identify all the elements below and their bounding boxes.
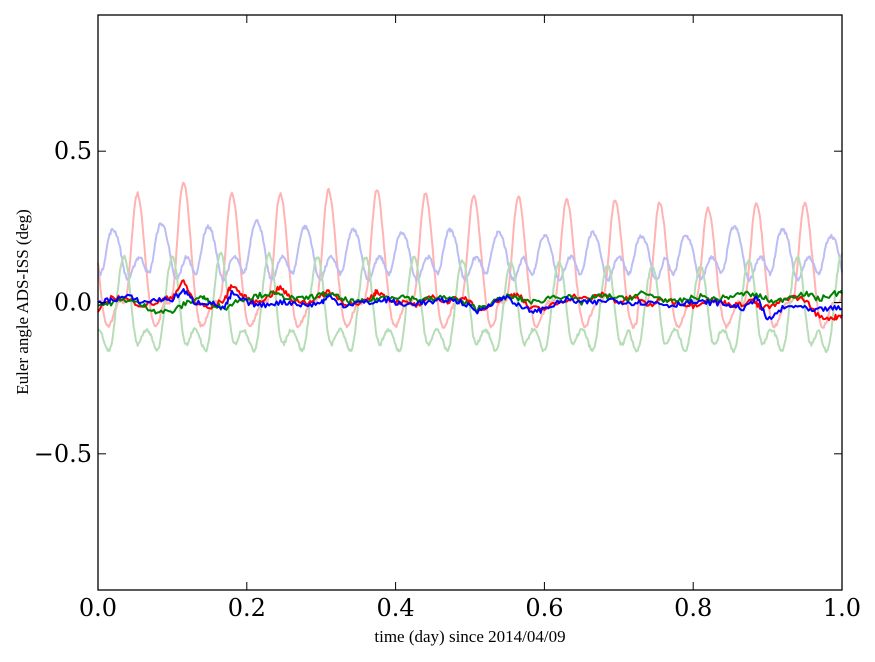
series-line-3	[97, 251, 843, 354]
series-line-4	[97, 279, 843, 322]
x-axis-label: time (day) since 2014/04/09	[374, 627, 565, 646]
series-line-1	[97, 181, 843, 329]
y-tick-label: 0.0	[54, 289, 92, 317]
tick-layer: 0.0 0.2 0.4 0.6 0.8 1.0 −0.5 0.0 0.5	[34, 15, 861, 622]
y-axis-label: Euler angle ADS-ISS (deg)	[13, 209, 32, 395]
x-tick-label: 0.2	[228, 594, 266, 622]
y-tick-label: 0.5	[54, 137, 92, 165]
x-tick-label: 0.6	[525, 594, 563, 622]
y-tick-label: −0.5	[34, 440, 92, 468]
series-layer	[97, 181, 843, 354]
x-tick-label: 0.4	[377, 594, 415, 622]
x-tick-label: 0.8	[674, 594, 712, 622]
series-line-2	[97, 219, 843, 283]
series-line-6	[97, 288, 843, 321]
x-tick-label: 1.0	[823, 594, 861, 622]
x-tick-label: 0.0	[79, 594, 117, 622]
